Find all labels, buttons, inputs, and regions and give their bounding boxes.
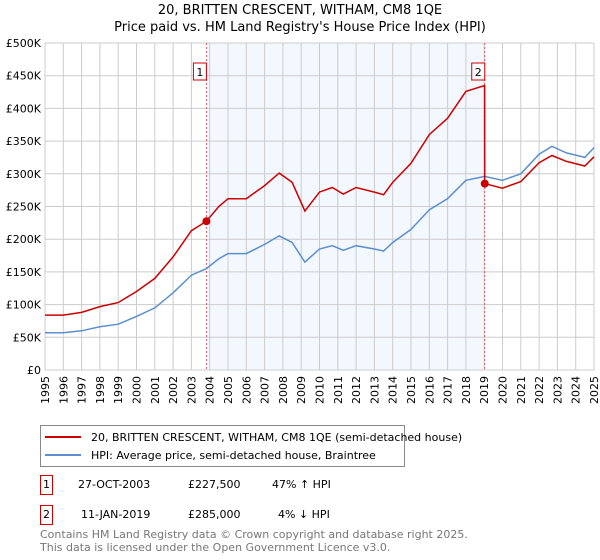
x-tick-label: 2004 — [204, 376, 217, 404]
x-tick-label: 1998 — [94, 376, 107, 404]
x-tick-label: 2024 — [570, 376, 583, 404]
x-tick-label: 2007 — [259, 376, 272, 404]
y-tick-label: £0 — [27, 364, 41, 377]
sale-badge: 1 — [40, 475, 53, 495]
legend-blue-line — [45, 454, 81, 456]
footer: Contains HM Land Registry data © Crown c… — [40, 528, 468, 554]
y-tick-label: £150K — [6, 266, 42, 279]
x-tick-label: 2000 — [131, 376, 144, 404]
sale-marker-label: 1 — [196, 66, 203, 79]
y-tick-label: £450K — [6, 70, 42, 83]
sale-date: 27-OCT-2003 — [78, 478, 151, 491]
sale-price: £227,500 — [188, 478, 241, 491]
sale-row-2: 2 11-JAN-2019 £285,000 4% ↓ HPI — [40, 505, 440, 525]
x-tick-label: 2013 — [368, 376, 381, 404]
hpi-line — [45, 145, 595, 334]
x-tick-label: 2016 — [423, 376, 436, 404]
x-tick-label: 2009 — [295, 376, 308, 404]
x-tick-label: 1997 — [76, 376, 89, 404]
sale-point — [202, 217, 211, 226]
sale-row-1: 1 27-OCT-2003 £227,500 47% ↑ HPI — [40, 475, 440, 495]
x-tick-label: 2021 — [515, 376, 528, 404]
sale-marker-box — [192, 62, 207, 81]
chart-subtitle: Price paid vs. HM Land Registry's House … — [114, 20, 486, 35]
x-tick-label: 2001 — [149, 376, 162, 404]
price-paid-line — [45, 84, 595, 316]
x-tick-label: 2002 — [167, 376, 180, 404]
sale-point — [480, 179, 489, 188]
x-tick-label: 2008 — [277, 376, 290, 404]
x-tick-label: 2017 — [442, 376, 455, 404]
chart-title: 20, BRITTEN CRESCENT, WITHAM, CM8 1QE — [157, 3, 443, 18]
x-tick-label: 2022 — [533, 376, 546, 404]
y-tick-label: £250K — [6, 201, 42, 214]
sale-hpi: 4% ↓ HPI — [278, 508, 330, 521]
footer-line-1: Contains HM Land Registry data © Crown c… — [40, 528, 468, 541]
x-tick-label: 2019 — [478, 376, 491, 404]
x-tick-label: 2014 — [387, 376, 400, 404]
x-tick-label: 2018 — [460, 376, 473, 404]
x-tick-label: 2015 — [405, 376, 418, 404]
sale-hpi: 47% ↑ HPI — [272, 478, 331, 491]
x-tick-label: 2025 — [588, 376, 600, 404]
x-tick-label: 2012 — [350, 376, 363, 404]
legend-label-hpi: HPI: Average price, semi-detached house,… — [91, 448, 376, 462]
y-tick-label: £50K — [13, 331, 42, 344]
y-tick-label: £100K — [6, 299, 42, 312]
y-tick-label: £350K — [6, 135, 42, 148]
sale-badge: 2 — [40, 505, 53, 525]
sale-marker-label: 2 — [475, 66, 482, 79]
plot-area: 1995 1996 1997 1998 1999 2000 2001 2002 2003 2004… — [6, 37, 600, 404]
x-tick-label: 2023 — [551, 376, 564, 404]
y-tick-label: £200K — [6, 233, 42, 246]
x-tick-label: 2003 — [185, 376, 198, 404]
x-tick-label: 1995 — [39, 376, 52, 404]
y-tick-label: £300K — [6, 168, 42, 181]
sale-marker-box — [471, 62, 486, 81]
y-tick-label: £400K — [6, 102, 42, 115]
sale-date: 11-JAN-2019 — [81, 508, 151, 521]
legend-red-line — [45, 436, 81, 438]
x-tick-label: 1996 — [57, 376, 70, 404]
x-tick-label: 2011 — [332, 376, 345, 404]
x-tick-label: 2010 — [314, 376, 327, 404]
x-tick-label: 1999 — [112, 376, 125, 404]
x-tick-label: 2006 — [240, 376, 253, 404]
x-tick-label: 2005 — [222, 376, 235, 404]
legend-label-property: 20, BRITTEN CRESCENT, WITHAM, CM8 1QE (s… — [91, 430, 463, 444]
y-tick-label: £500K — [6, 37, 42, 50]
footer-line-2: This data is licensed under the Open Gov… — [40, 541, 391, 554]
x-tick-label: 2020 — [497, 376, 510, 404]
legend: 20, BRITTEN CRESCENT, WITHAM, CM8 1QE (s… — [40, 425, 462, 467]
sale-price: £285,000 — [188, 508, 241, 521]
